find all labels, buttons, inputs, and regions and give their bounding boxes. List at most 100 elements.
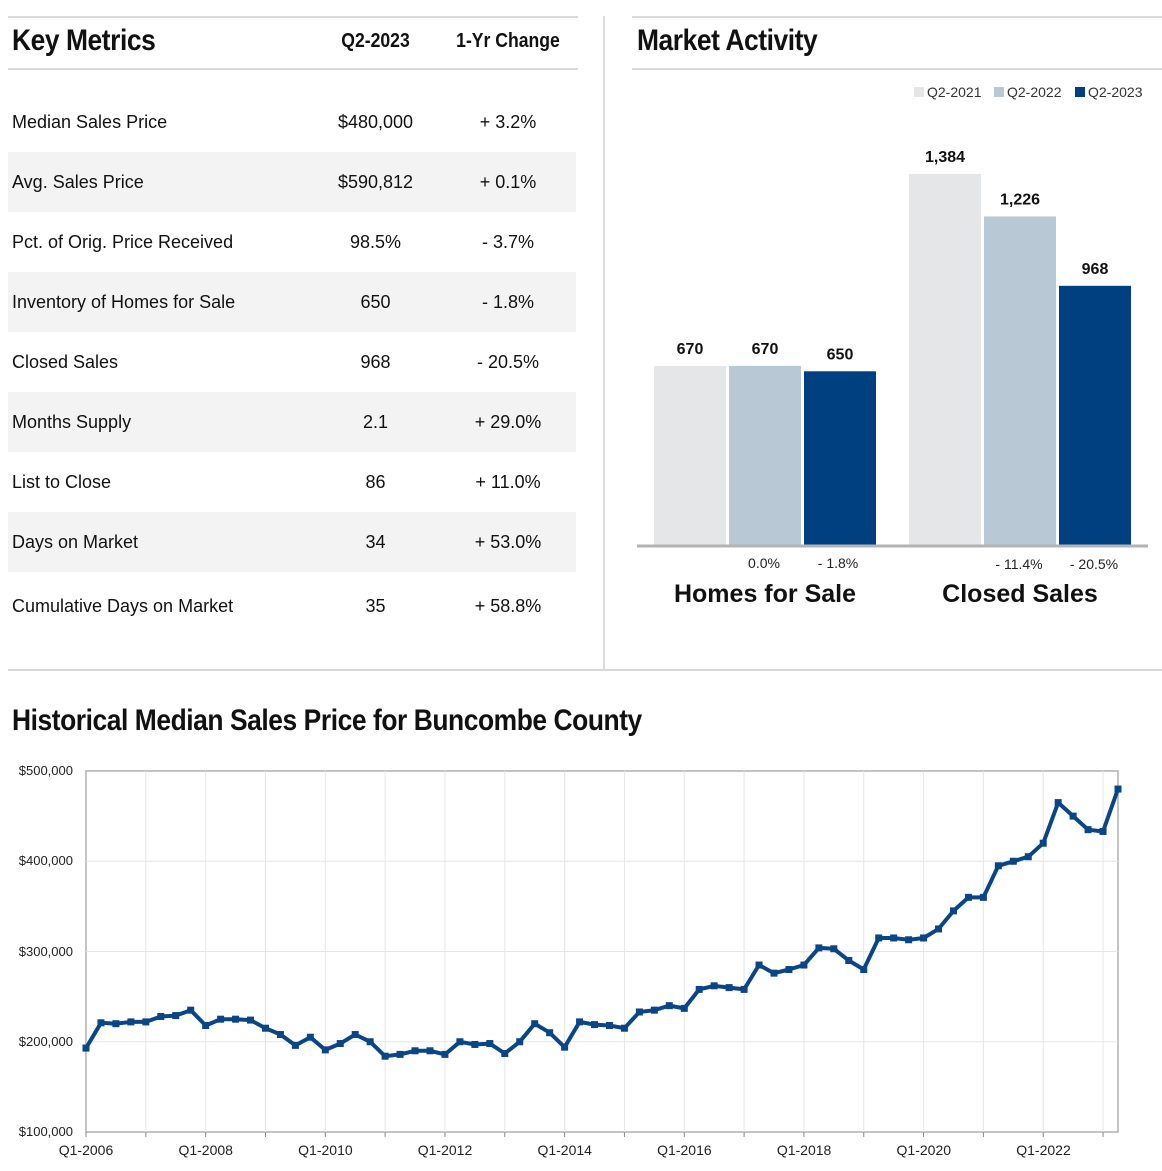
data-point	[456, 1038, 464, 1046]
metric-value: 34	[365, 532, 386, 552]
metric-value: 968	[360, 352, 391, 372]
data-point	[546, 1029, 554, 1037]
data-point	[905, 936, 913, 944]
data-point	[576, 1018, 584, 1026]
data-point	[890, 934, 898, 942]
data-point	[1054, 799, 1062, 807]
data-point	[531, 1020, 539, 1028]
y-tick-label: $400,000	[19, 853, 73, 868]
historical-chart-title: Historical Median Sales Price for Buncom…	[12, 704, 642, 737]
data-point	[411, 1047, 419, 1055]
top-divider-right	[632, 16, 1162, 18]
metric-value: 98.5%	[349, 232, 402, 252]
col-header-change: 1-Yr Change	[456, 30, 560, 52]
metric-change: + 11.0%	[475, 472, 541, 492]
table-row: Months Supply 2.1 + 29.0%	[8, 392, 576, 452]
change-label: - 20.5%	[1070, 556, 1118, 572]
metric-label: Months Supply	[12, 412, 132, 432]
data-point	[366, 1038, 374, 1046]
table-row: Avg. Sales Price $590,812 + 0.1%	[8, 152, 576, 212]
data-point	[979, 893, 987, 901]
data-point	[710, 982, 718, 990]
legend-swatch-1	[994, 87, 1004, 97]
y-tick-label: $100,000	[19, 1124, 73, 1139]
y-tick-label: $500,000	[19, 763, 73, 778]
data-point	[396, 1050, 404, 1058]
bar	[804, 371, 876, 546]
table-row: Cumulative Days on Market 35 + 58.8%	[8, 576, 576, 636]
data-point	[306, 1033, 314, 1041]
metric-change: - 1.8%	[481, 292, 535, 312]
data-point	[336, 1040, 344, 1048]
data-point	[860, 966, 868, 974]
metric-change: + 58.8%	[474, 596, 542, 616]
panel-divider-horizontal	[8, 669, 1162, 671]
data-point	[1039, 839, 1047, 847]
data-point	[770, 969, 778, 977]
metric-change: + 53.0%	[474, 532, 542, 552]
x-tick-label: Q1-2008	[178, 1142, 233, 1158]
data-point	[755, 961, 763, 969]
data-point	[97, 1019, 105, 1027]
bar-value-label: 650	[827, 346, 854, 363]
category-label: Homes for Sale	[674, 580, 856, 608]
legend-label-2: Q2-2023	[1088, 84, 1143, 100]
metric-label: Cumulative Days on Market	[12, 596, 234, 616]
metric-label: List to Close	[12, 472, 112, 492]
data-point	[695, 985, 703, 993]
bar	[984, 216, 1056, 546]
bar	[1059, 285, 1131, 546]
table-row: Pct. of Orig. Price Received 98.5% - 3.7…	[8, 212, 576, 272]
y-axis-labels: $100,000 $200,000 $300,000 $400,000 $500…	[19, 763, 73, 1139]
change-label: 0.0%	[748, 555, 780, 571]
data-point	[561, 1043, 569, 1051]
x-tick-label: Q1-2018	[777, 1142, 832, 1158]
metric-value: 86	[365, 472, 386, 492]
x-tick-label: Q1-2020	[897, 1142, 952, 1158]
metric-change: + 3.2%	[479, 112, 537, 132]
data-point	[650, 1006, 658, 1014]
data-point	[800, 961, 808, 969]
data-point	[1084, 826, 1092, 834]
data-point	[845, 957, 853, 965]
data-point	[351, 1031, 359, 1039]
data-point	[1099, 827, 1107, 835]
data-point	[82, 1044, 90, 1052]
bar-value-label: 670	[752, 341, 779, 358]
bar-value-label: 670	[677, 341, 704, 358]
legend-swatch-2	[1075, 87, 1085, 97]
x-tick-label: Q1-2022	[1016, 1142, 1071, 1158]
metric-change: + 0.1%	[479, 172, 537, 192]
bar-value-label: 968	[1082, 261, 1109, 278]
table-row: Days on Market 34 + 53.0%	[8, 512, 576, 572]
data-point	[680, 1004, 688, 1012]
data-point	[994, 862, 1002, 870]
metric-label: Closed Sales	[12, 352, 119, 372]
y-tick-label: $200,000	[19, 1034, 73, 1049]
category-label: Closed Sales	[942, 580, 1098, 608]
y-tick-label: $300,000	[19, 944, 73, 959]
metric-value: 2.1	[362, 412, 389, 432]
data-point	[471, 1040, 479, 1048]
data-point	[830, 945, 838, 953]
data-point	[1069, 812, 1077, 820]
data-point	[142, 1018, 150, 1026]
data-point	[785, 966, 793, 974]
data-point	[665, 1002, 673, 1010]
metric-label: Inventory of Homes for Sale	[12, 292, 236, 312]
data-point	[127, 1018, 135, 1026]
header-divider	[8, 68, 578, 70]
data-point	[516, 1038, 524, 1046]
data-point	[1009, 857, 1017, 865]
x-axis-labels: Q1-2006 Q1-2008 Q1-2010 Q1-2012 Q1-2014 …	[59, 1142, 1071, 1158]
metric-label: Pct. of Orig. Price Received	[12, 232, 234, 252]
data-point	[247, 1016, 255, 1024]
data-point	[605, 1022, 613, 1030]
table-row: Inventory of Homes for Sale 650 - 1.8%	[8, 272, 576, 332]
market-activity-chart: Q2-2021 Q2-2022 Q2-2023 670 670 650 1,384 1,…	[637, 84, 1148, 608]
bar	[909, 174, 981, 546]
data-point	[725, 984, 733, 992]
x-tick-label: Q1-2016	[657, 1142, 712, 1158]
x-tick-label: Q1-2010	[298, 1142, 353, 1158]
x-tick-label: Q1-2012	[418, 1142, 473, 1158]
